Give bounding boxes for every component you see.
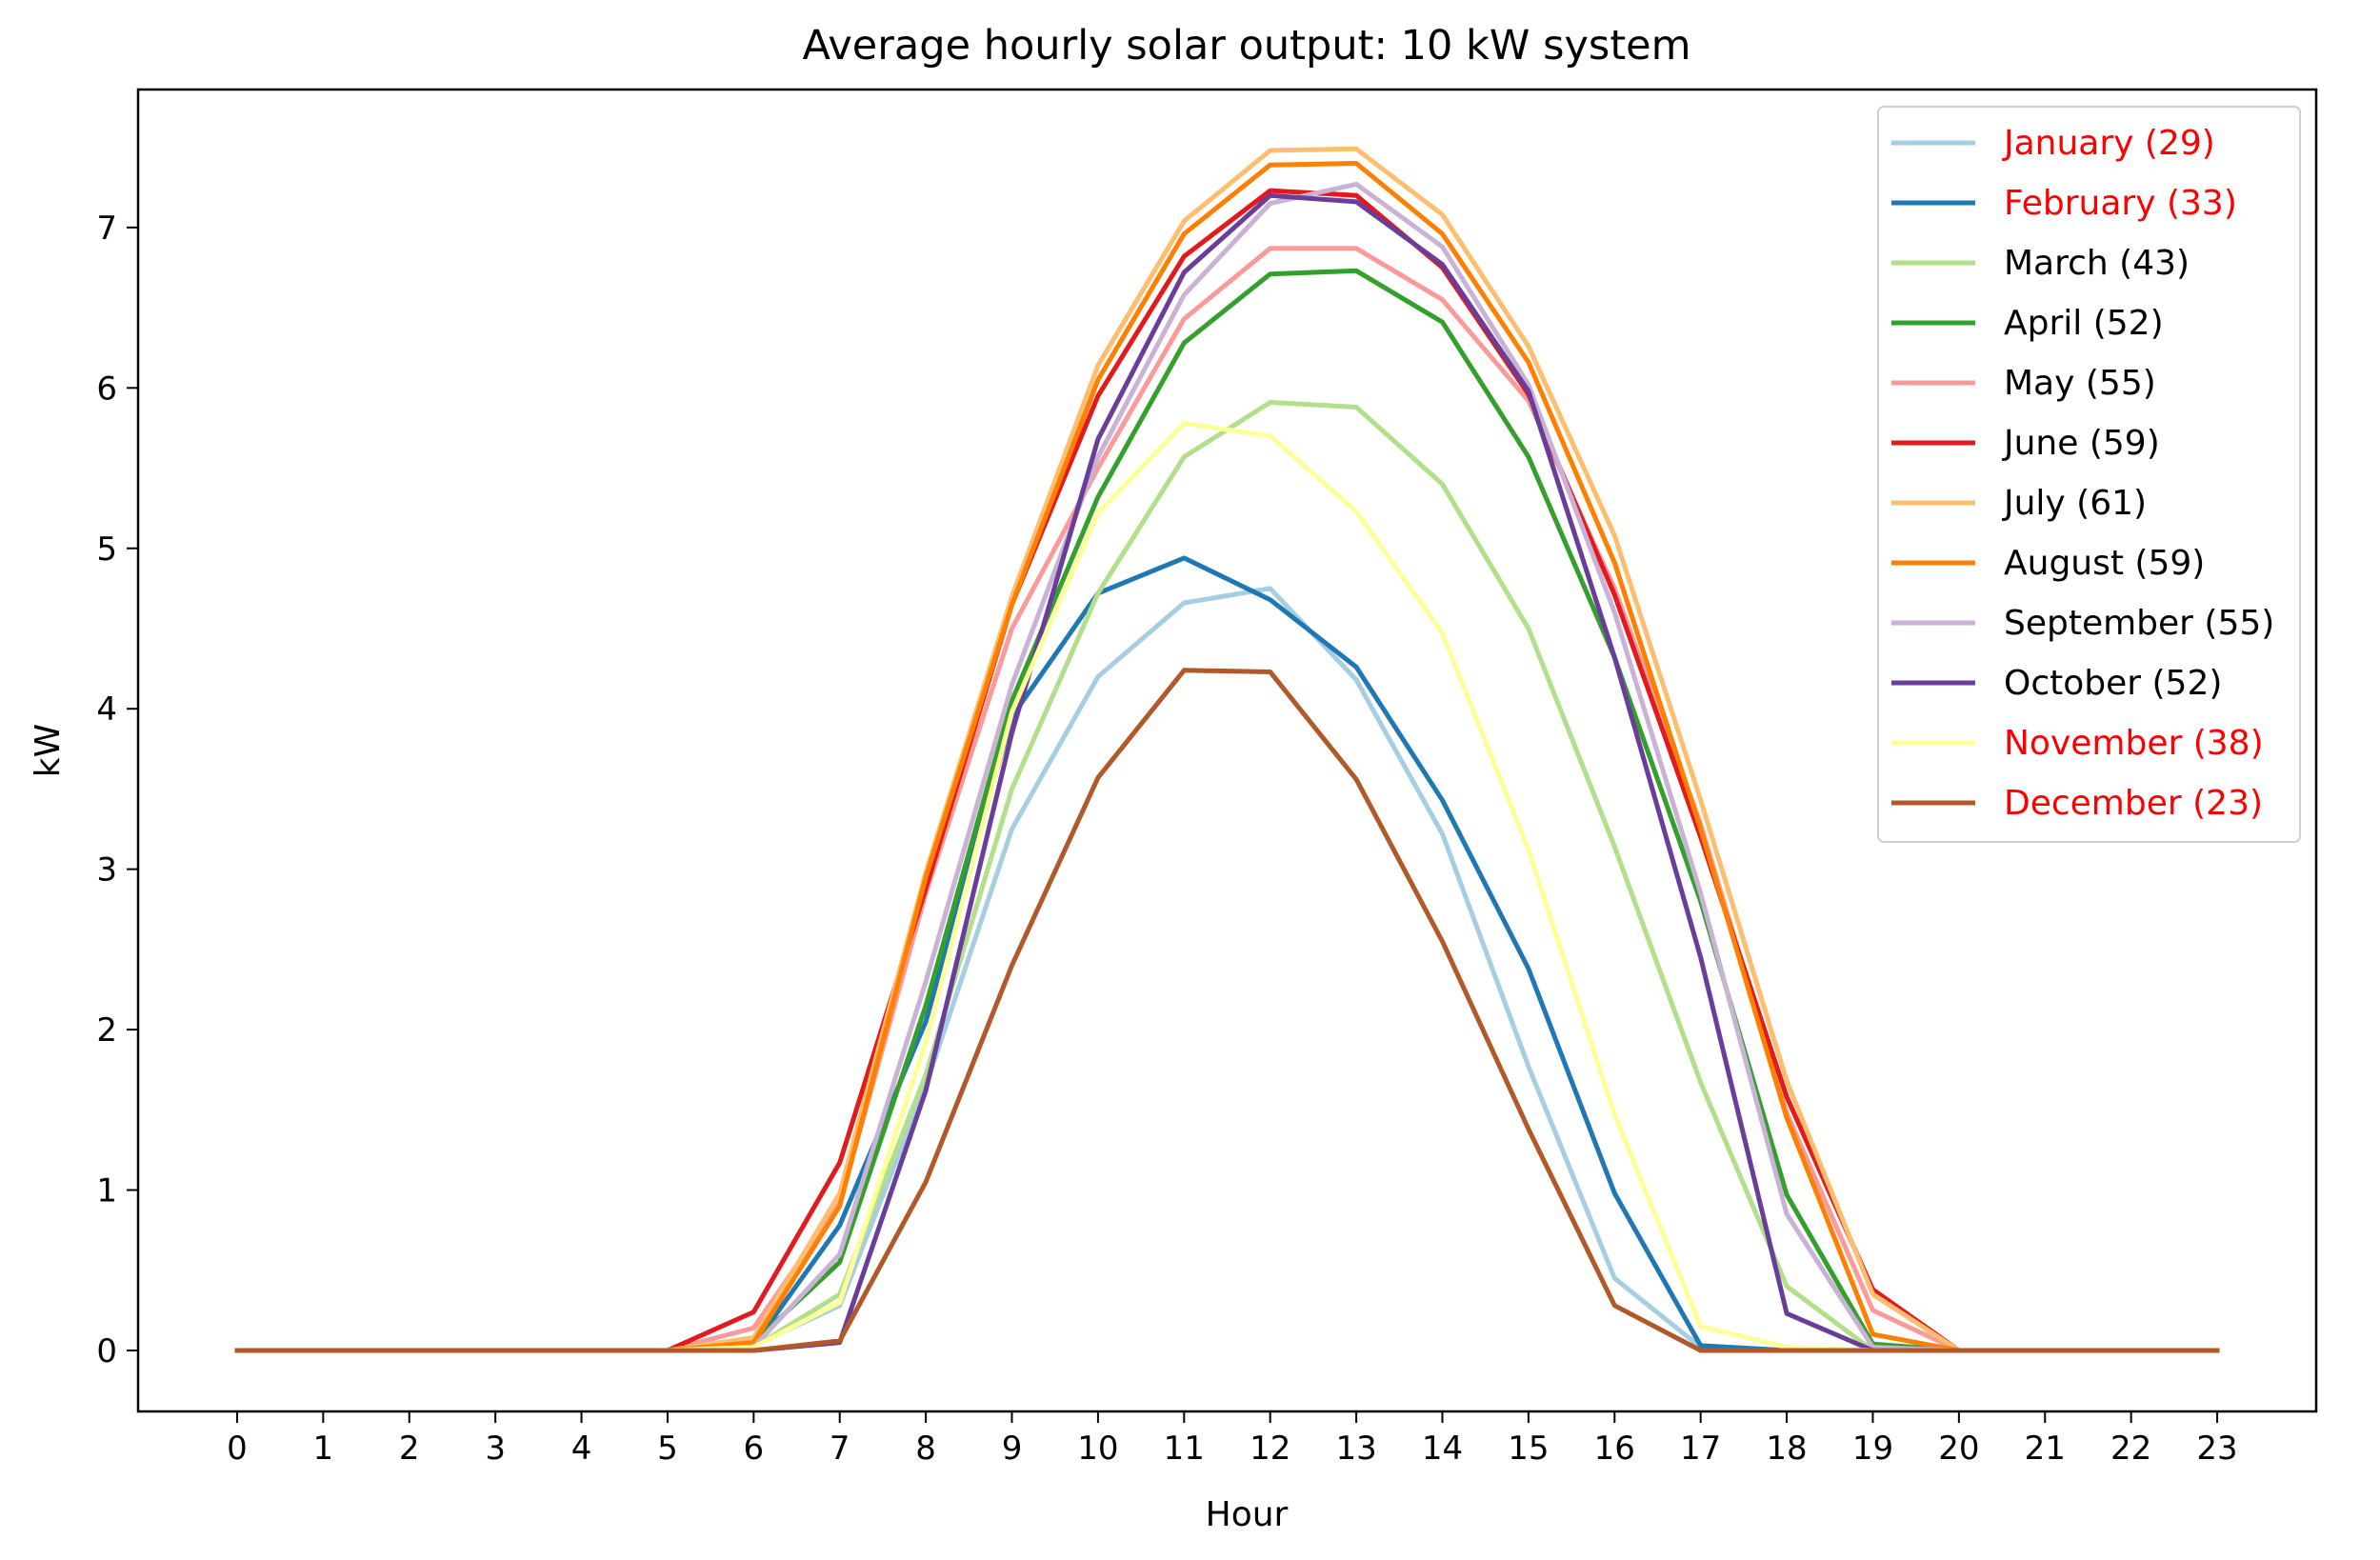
legend-label: June (59) <box>2002 424 2160 463</box>
x-tick-label: 8 <box>915 1430 936 1468</box>
x-tick-label: 0 <box>227 1430 248 1468</box>
legend-label: February (33) <box>2004 184 2237 223</box>
x-tick-label: 13 <box>1335 1430 1376 1468</box>
series-layer <box>234 146 2220 1353</box>
y-tick-label: 0 <box>96 1332 117 1370</box>
legend-label: April (52) <box>2004 304 2164 343</box>
legend-label: September (55) <box>2004 604 2274 643</box>
legend-box <box>1877 106 2301 843</box>
x-tick-label: 16 <box>1594 1430 1635 1468</box>
legend-label: May (55) <box>2004 364 2156 403</box>
x-tick-label: 15 <box>1508 1430 1549 1468</box>
y-tick-label: 6 <box>96 370 117 408</box>
x-tick-label: 6 <box>744 1430 765 1468</box>
x-tick-label: 19 <box>1852 1430 1893 1468</box>
y-tick-label: 7 <box>96 210 117 248</box>
y-tick-label: 4 <box>96 690 117 729</box>
x-tick-label: 7 <box>830 1430 850 1468</box>
plot-frame <box>136 88 2318 1413</box>
x-tick-label: 3 <box>485 1430 506 1468</box>
x-tick-label: 18 <box>1766 1430 1807 1468</box>
y-tick-label: 2 <box>96 1011 117 1050</box>
legend: January (29) February (33) March (43) April… <box>1877 106 2301 843</box>
x-tick-label: 20 <box>1938 1430 1979 1468</box>
x-axis: 0 1 2 3 4 5 6 7 8 9 10 11 12 13 14 15 16 17 18 19 20 21 22 23 <box>227 1411 2238 1468</box>
x-tick-label: 17 <box>1680 1430 1721 1468</box>
x-tick-label: 12 <box>1250 1430 1290 1468</box>
legend-label: March (43) <box>2004 244 2190 283</box>
x-tick-label: 11 <box>1164 1430 1205 1468</box>
x-tick-label: 9 <box>1002 1430 1023 1468</box>
chart-title: Average hourly solar output: 10 kW syste… <box>802 22 1690 70</box>
y-tick-label: 1 <box>96 1172 117 1210</box>
legend-label: November (38) <box>2004 724 2264 763</box>
x-tick-label: 5 <box>657 1430 678 1468</box>
y-tick-label: 3 <box>96 851 117 890</box>
legend-label: January (29) <box>2002 124 2215 163</box>
series-line-11 <box>234 668 2220 1353</box>
x-tick-label: 4 <box>571 1430 592 1468</box>
y-tick-label: 5 <box>96 530 117 569</box>
legend-label: July (61) <box>2002 484 2147 523</box>
legend-label: December (23) <box>2004 784 2263 823</box>
legend-label: October (52) <box>2004 664 2222 703</box>
x-tick-label: 2 <box>399 1430 420 1468</box>
y-axis: 0 1 2 3 4 5 6 7 <box>96 210 138 1370</box>
x-tick-label: 10 <box>1077 1430 1118 1468</box>
y-axis-label: kW <box>29 724 68 777</box>
x-tick-label: 23 <box>2196 1430 2237 1468</box>
x-tick-label: 14 <box>1422 1430 1463 1468</box>
x-axis-label: Hour <box>1206 1495 1289 1534</box>
legend-label: August (59) <box>2004 544 2205 583</box>
x-tick-label: 21 <box>2025 1430 2066 1468</box>
x-tick-label: 22 <box>2110 1430 2151 1468</box>
x-tick-label: 1 <box>313 1430 334 1468</box>
